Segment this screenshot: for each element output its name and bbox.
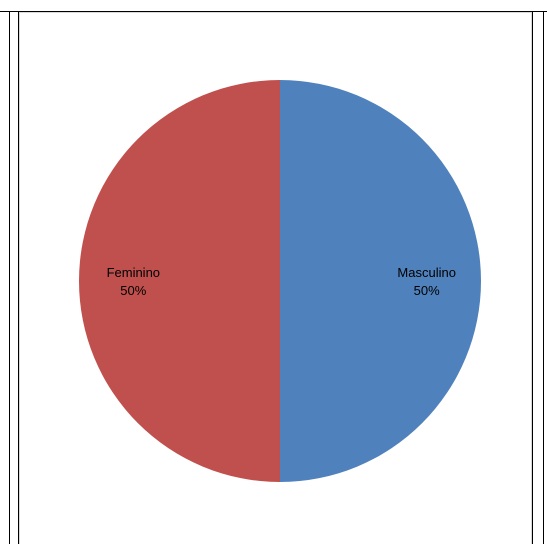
label-masculino-percent: 50% (414, 283, 440, 298)
pie-slice-masculino (280, 80, 481, 482)
chart-area: Masculino 50% Feminino 50% (19, 12, 532, 544)
label-masculino-category: Masculino (397, 265, 456, 280)
table-right-outer-border (543, 11, 544, 544)
table-right-inner-border (532, 11, 533, 544)
table-top-border (0, 11, 547, 12)
pie-chart: Masculino 50% Feminino 50% (79, 80, 481, 482)
label-feminino-percent: 50% (120, 283, 146, 298)
label-feminino-category: Feminino (107, 265, 160, 280)
table-left-outer-border (9, 11, 10, 544)
pie-slice-feminino (79, 80, 280, 482)
table-left-inner-border (18, 11, 19, 544)
